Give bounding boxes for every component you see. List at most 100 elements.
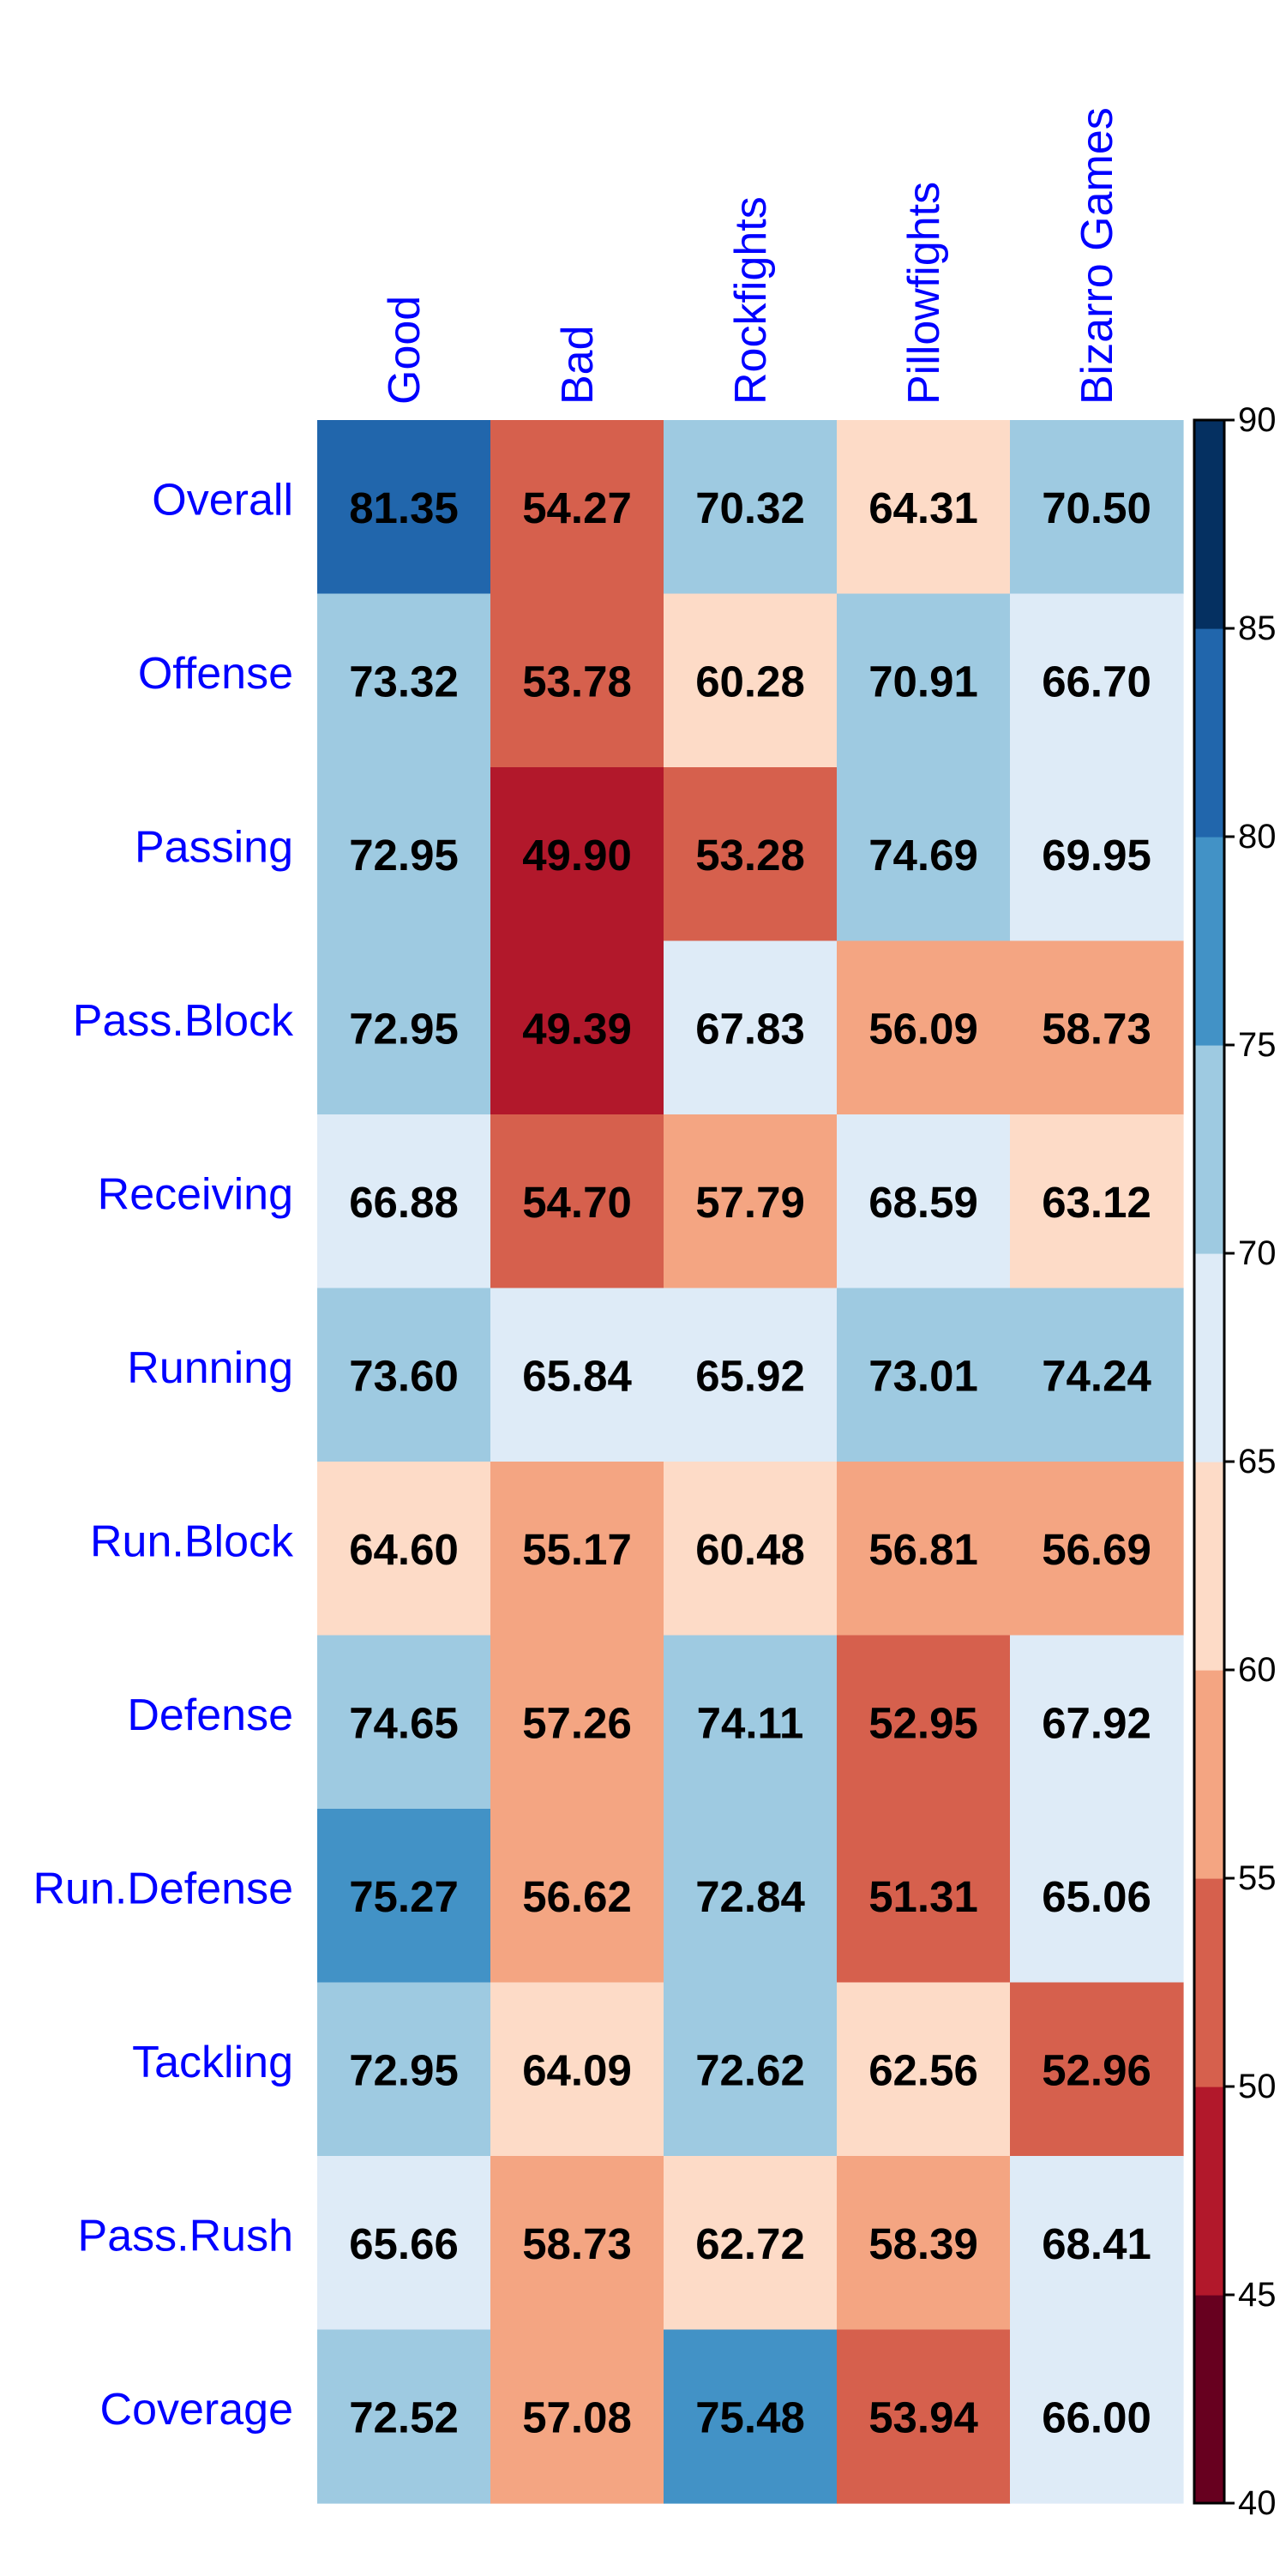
cell-value-label: 57.26 (522, 1698, 632, 1747)
heatmap-cell (1010, 1635, 1184, 1810)
heatmap-cell (490, 2329, 664, 2504)
cell-value-label: 72.84 (695, 1872, 805, 1921)
row-label: Tackling (132, 2038, 293, 2087)
heatmap-cell (664, 2156, 838, 2331)
colorbar-segment (1194, 837, 1224, 1046)
cell-value-label: 54.70 (522, 1178, 632, 1227)
heatmap-cell (837, 940, 1011, 1115)
colorbar-tick-label: 90 (1238, 401, 1277, 439)
heatmap-cell (490, 420, 664, 595)
cell-value-label: 64.60 (349, 1525, 459, 1574)
heatmap-cell (317, 1635, 491, 1810)
heatmap-cell (837, 420, 1011, 595)
heatmap-cell (317, 1288, 491, 1462)
heatmap-cell (1010, 1288, 1184, 1462)
cell-value-label: 53.78 (522, 657, 632, 706)
heatmap-cell (837, 767, 1011, 942)
row-label: Receiving (98, 1169, 293, 1219)
row-label: Defense (127, 1690, 293, 1740)
colorbar-segment (1194, 1670, 1224, 1879)
heatmap-cell (664, 1809, 838, 1984)
colorbar-segment (1194, 2295, 1224, 2504)
colorbar-tick-label: 50 (1238, 2068, 1277, 2105)
heatmap-cell (664, 1462, 838, 1636)
cell-value-label: 68.59 (868, 1178, 978, 1227)
cell-value-label: 69.95 (1042, 831, 1151, 880)
row-label: Offense (138, 649, 293, 699)
cell-value-label: 67.83 (695, 1004, 805, 1053)
heatmap-cell (664, 420, 838, 595)
cell-value-label: 65.84 (522, 1351, 632, 1400)
cell-value-label: 51.31 (868, 1872, 978, 1921)
heatmap-cell (837, 2156, 1011, 2331)
colorbar-segment (1194, 1253, 1224, 1462)
cell-value-label: 65.06 (1042, 1872, 1151, 1921)
heatmap-cell (1010, 940, 1184, 1115)
column-label: Bizarro Games (1073, 107, 1122, 405)
cell-value-label: 62.72 (695, 2219, 805, 2268)
heatmap-cell (664, 2329, 838, 2504)
heatmap-cell (317, 420, 491, 595)
cell-value-label: 65.92 (695, 1351, 805, 1400)
cell-value-label: 72.52 (349, 2393, 459, 2441)
cell-value-label: 56.62 (522, 1872, 632, 1921)
heatmap-cell (317, 1462, 491, 1636)
heatmap-cell (837, 1462, 1011, 1636)
cell-value-label: 74.69 (868, 831, 978, 880)
heatmap-cell (1010, 1114, 1184, 1289)
heatmap-cell (317, 2329, 491, 2504)
heatmap-cell (317, 940, 491, 1115)
colorbar-tick-label: 65 (1238, 1443, 1277, 1480)
heatmap-cell (490, 1462, 664, 1636)
heatmap-cell (837, 593, 1011, 768)
colorbar-segment (1194, 2087, 1224, 2296)
cell-value-label: 70.91 (868, 657, 978, 706)
cell-value-label: 72.62 (695, 2045, 805, 2094)
cell-value-label: 52.95 (868, 1698, 978, 1747)
heatmap-cell (837, 1982, 1011, 2157)
cell-value-label: 57.08 (522, 2393, 632, 2441)
cell-value-label: 53.94 (868, 2393, 978, 2441)
heatmap-cell (490, 1982, 664, 2157)
cell-value-label: 66.70 (1042, 657, 1151, 706)
heatmap-cell (837, 1635, 1011, 1810)
heatmap-cell (490, 1635, 664, 1810)
column-label: Pillowfights (899, 182, 949, 405)
colorbar-tick-label: 75 (1238, 1026, 1277, 1064)
heatmap-cell (837, 1288, 1011, 1462)
heatmap-cell (664, 1635, 838, 1810)
colorbar-tick-label: 60 (1238, 1651, 1277, 1689)
cell-value-label: 73.60 (349, 1351, 459, 1400)
heatmap-cell (664, 1982, 838, 2157)
cell-value-label: 64.09 (522, 2045, 632, 2094)
heatmap-cell (1010, 593, 1184, 768)
heatmap-cell (317, 1982, 491, 2157)
cell-value-label: 56.69 (1042, 1525, 1151, 1574)
heatmap-cell (664, 1288, 838, 1462)
cell-value-label: 49.90 (522, 831, 632, 880)
cell-value-label: 72.95 (349, 831, 459, 880)
row-label: Passing (135, 822, 293, 872)
heatmap-cell (837, 1809, 1011, 1984)
heatmap-cell (664, 767, 838, 942)
cell-value-label: 65.66 (349, 2219, 459, 2268)
heatmap-cell (1010, 1462, 1184, 1636)
cell-value-label: 63.12 (1042, 1178, 1151, 1227)
heatmap-cell (664, 1114, 838, 1289)
cell-value-label: 58.73 (1042, 1004, 1151, 1053)
cell-value-label: 74.11 (697, 1698, 804, 1747)
colorbar-tick-label: 80 (1238, 818, 1277, 856)
cell-value-label: 72.95 (349, 2045, 459, 2094)
cell-value-label: 70.32 (695, 483, 805, 532)
colorbar-segment (1194, 420, 1224, 629)
cell-value-label: 49.39 (522, 1004, 632, 1053)
cell-value-label: 58.39 (868, 2219, 978, 2268)
cell-value-label: 70.50 (1042, 483, 1151, 532)
heatmap-cell (490, 1809, 664, 1984)
cell-value-label: 55.17 (522, 1525, 632, 1574)
heatmap-cell (490, 1114, 664, 1289)
cell-value-label: 56.81 (868, 1525, 978, 1574)
colorbar-segment (1194, 1462, 1224, 1671)
heatmap-cell (1010, 2156, 1184, 2331)
